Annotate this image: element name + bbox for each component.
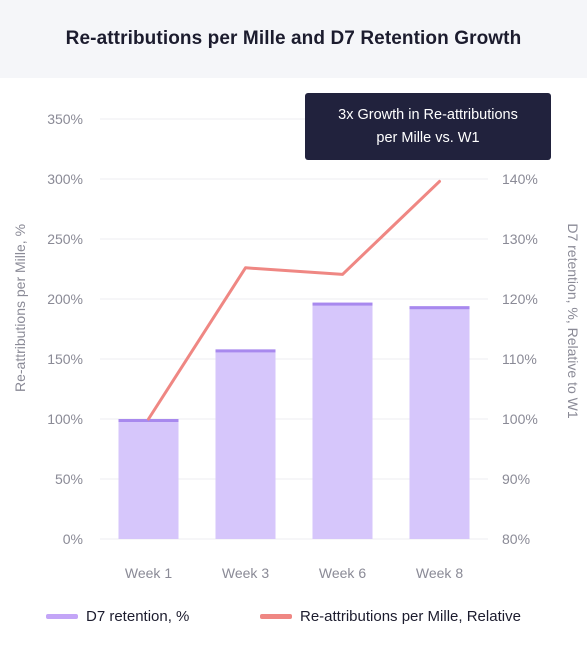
x-axis-ticks: Week 1 Week 3 Week 6 Week 8 xyxy=(125,565,463,581)
legend-item-retention: D7 retention, % xyxy=(46,608,189,625)
left-tick-label: 300% xyxy=(47,171,83,187)
bar-series xyxy=(118,302,470,539)
right-tick-label: 110% xyxy=(502,351,537,367)
x-tick-label: Week 8 xyxy=(416,565,463,581)
line-series xyxy=(147,179,441,421)
left-tick-label: 350% xyxy=(47,111,83,127)
x-tick-label: Week 6 xyxy=(319,565,366,581)
legend-swatch-retention xyxy=(46,614,78,619)
legend-label-retention: D7 retention, % xyxy=(86,608,190,625)
right-tick-label: 130% xyxy=(502,231,538,247)
left-axis-ticks: 0% 50% 100% 150% 200% 250% 300% 350% xyxy=(47,111,83,547)
annotation-line-1: 3x Growth in Re-attributions xyxy=(338,106,518,123)
line-path xyxy=(147,179,441,421)
bar-cap xyxy=(312,302,373,306)
left-tick-label: 0% xyxy=(63,531,83,547)
chart-title: Re-attributions per Mille and D7 Retenti… xyxy=(65,28,522,49)
bar-cap xyxy=(118,419,179,422)
right-tick-label: 120% xyxy=(502,291,538,307)
bar xyxy=(409,306,470,539)
left-tick-label: 100% xyxy=(47,411,83,427)
legend-label-reattributions: Re-attributions per Mille, Relative xyxy=(300,608,521,625)
right-axis-label: D7 retention, %, Relative to W1 xyxy=(565,223,581,419)
x-tick-label: Week 1 xyxy=(125,565,172,581)
annotation-box: 3x Growth in Re-attributions per Mille v… xyxy=(305,93,551,160)
legend: D7 retention, % Re-attributions per Mill… xyxy=(0,600,587,636)
bar-cap xyxy=(409,306,470,310)
left-axis-label: Re-attributions per Mille, % xyxy=(12,224,28,392)
chart-plot: 0% 50% 100% 150% 200% 250% 300% 350% 80% 90% 100%… xyxy=(12,111,581,581)
right-tick-label: 80% xyxy=(502,531,530,547)
bar xyxy=(215,349,276,539)
bar-cap xyxy=(215,349,276,353)
legend-item-reattributions: Re-attributions per Mille, Relative xyxy=(260,608,521,625)
left-tick-label: 50% xyxy=(55,471,83,487)
right-tick-label: 140% xyxy=(502,171,538,187)
x-tick-label: Week 3 xyxy=(222,565,269,581)
legend-swatch-reattributions xyxy=(260,614,292,619)
left-tick-label: 200% xyxy=(47,291,83,307)
right-axis-ticks: 80% 90% 100% 110% 120% 130% 140% xyxy=(502,171,538,547)
right-tick-label: 90% xyxy=(502,471,530,487)
right-tick-label: 100% xyxy=(502,411,538,427)
left-tick-label: 150% xyxy=(47,351,83,367)
left-tick-label: 250% xyxy=(47,231,83,247)
bar xyxy=(118,419,179,539)
bar xyxy=(312,302,373,539)
annotation-line-2: per Mille vs. W1 xyxy=(376,129,480,146)
chart-header: Re-attributions per Mille and D7 Retenti… xyxy=(0,0,587,78)
